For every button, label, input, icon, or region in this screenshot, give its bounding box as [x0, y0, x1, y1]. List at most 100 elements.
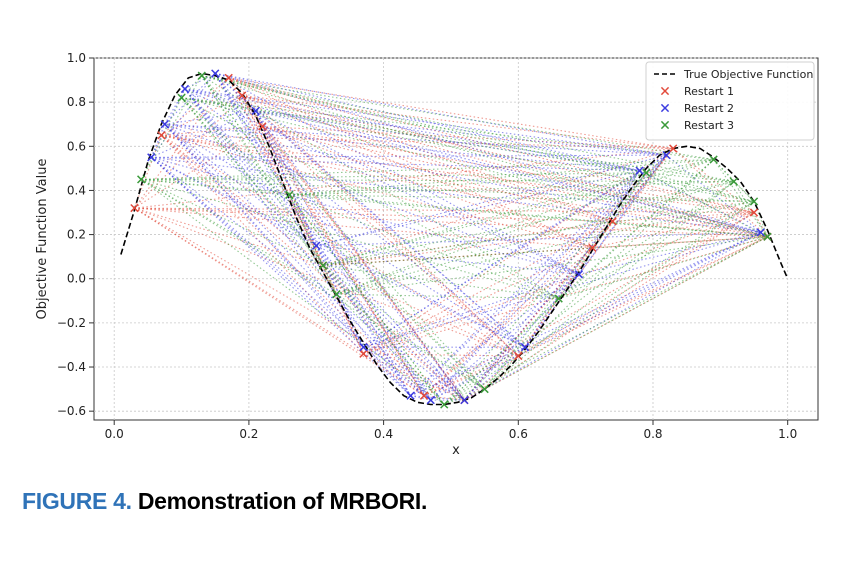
trajectory-line [181, 97, 337, 295]
y-tick-label: −0.4 [57, 360, 86, 374]
trajectory-line [151, 110, 256, 158]
trajectory-line [242, 94, 674, 150]
trajectory-line [336, 159, 714, 295]
restart-3-point [177, 93, 186, 102]
trajectory-line [255, 110, 432, 401]
trajectory-line [288, 194, 486, 390]
x-tick-label: 0.8 [643, 427, 662, 441]
marker-stroke [709, 155, 718, 164]
marker-stroke [130, 203, 139, 213]
trajectory-line [184, 88, 580, 275]
trajectory-line [423, 212, 755, 397]
marker-stroke [440, 400, 449, 409]
trajectory-line [161, 125, 263, 136]
restart-3-point [729, 177, 738, 186]
marker-stroke [332, 290, 341, 299]
legend-restart-1-label: Restart 1 [684, 85, 734, 98]
x-tick-label: 0.4 [374, 427, 393, 441]
trajectory-line [228, 77, 593, 249]
trajectory-line [363, 353, 519, 357]
trajectory-line [443, 201, 755, 406]
restart-3-point [197, 71, 206, 80]
restart-2-point [312, 241, 321, 250]
trajectory-line [150, 156, 364, 348]
marker-stroke [426, 396, 435, 405]
x-tick-label: 1.0 [778, 427, 797, 441]
trajectory-line [161, 134, 324, 266]
restart-3-point [554, 294, 563, 303]
trajectory-line [262, 126, 519, 357]
trajectory-line [423, 355, 519, 397]
trajectory-line [181, 97, 445, 405]
trajectory-line [289, 181, 734, 196]
figure-caption: FIGURE 4. Demonstration of MRBORI. [22, 488, 427, 515]
trajectory-line [140, 178, 324, 266]
trajectory-line [215, 72, 761, 233]
trajectory-line [150, 88, 186, 158]
trajectory-line [464, 273, 580, 401]
trajectory-line [430, 231, 762, 401]
trajectory-line [160, 134, 465, 401]
marker-stroke [749, 208, 759, 217]
trajectory-line [322, 265, 445, 405]
y-tick-label: 0.0 [67, 272, 86, 286]
trajectory-line [150, 156, 411, 397]
y-tick-label: −0.6 [57, 404, 86, 418]
trajectory-line [184, 72, 216, 90]
marker-stroke [197, 71, 206, 80]
restart-1-point [359, 349, 368, 358]
trajectory-line [164, 123, 580, 275]
trajectory-line [322, 200, 755, 267]
trajectory-line [444, 388, 485, 406]
marker-stroke [406, 391, 415, 400]
trajectory-line [524, 170, 640, 348]
trajectory-line [151, 156, 580, 275]
marker-stroke [749, 197, 759, 206]
trajectory-line [316, 154, 667, 247]
trajectory-line [336, 181, 734, 295]
trajectory-line [140, 178, 337, 295]
marker-stroke [258, 122, 267, 131]
trajectory-line [134, 125, 263, 209]
legend-restart-1-swatch [660, 86, 670, 96]
trajectory-line [241, 95, 425, 397]
restart-2-point [160, 120, 169, 129]
trajectory-line [336, 236, 768, 295]
trajectory-line [558, 200, 755, 300]
trajectory-line [160, 134, 364, 355]
restart-2-point [359, 343, 368, 352]
restart-1-point [130, 203, 139, 213]
trajectory-line [215, 72, 667, 156]
trajectory-line [484, 236, 768, 390]
sample-markers [130, 69, 772, 409]
trajectory-line [201, 75, 755, 203]
trajectory-line [184, 88, 256, 112]
restart-3-point [709, 155, 718, 164]
trajectory-line [150, 156, 526, 348]
x-axis-ticks: 0.0 0.2 0.4 0.6 0.8 1.0 [105, 420, 797, 441]
trajectory-line [201, 75, 647, 174]
trajectory-line [322, 265, 337, 295]
trajectory-line [160, 77, 230, 136]
trajectory-line [558, 236, 768, 300]
restart-1-point [238, 91, 247, 100]
trajectory-line [322, 147, 674, 267]
trajectory-line [140, 178, 485, 390]
trajectory-line [164, 123, 761, 233]
trajectory-line [517, 247, 593, 357]
trajectory-line [578, 154, 667, 275]
trajectory-line [201, 75, 559, 300]
trajectory-line [410, 346, 526, 397]
restart-3-point [440, 400, 449, 409]
legend-restart-2-swatch [660, 103, 670, 113]
trajectory-line [464, 346, 526, 401]
trajectory-line [184, 88, 761, 233]
legend-restart-3-label: Restart 3 [684, 119, 734, 132]
trajectory-line [164, 123, 526, 348]
trajectory-line [255, 110, 640, 172]
trajectory-line [672, 148, 755, 213]
restart-1-point [419, 391, 429, 400]
trajectory-line [181, 97, 647, 174]
marker-stroke [224, 73, 233, 82]
trajectory-line [289, 194, 559, 300]
